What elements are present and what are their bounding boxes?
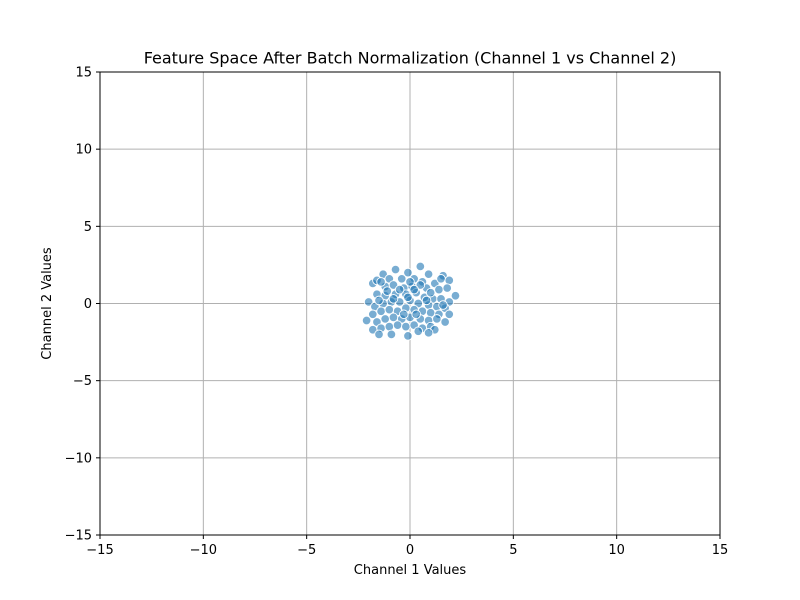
x-tick-label: −10 (190, 543, 217, 558)
x-tick-label: 10 (608, 543, 625, 558)
scatter-point (403, 331, 413, 341)
scatter-point (442, 283, 452, 293)
chart-title: Feature Space After Batch Normalization … (144, 49, 677, 68)
scatter-point (425, 287, 436, 298)
x-axis-label: Channel 1 Values (354, 563, 467, 578)
x-tick-label: −5 (297, 543, 316, 558)
scatter-point (384, 321, 395, 332)
y-tick-label: −10 (65, 451, 92, 466)
scatter-point (423, 269, 434, 279)
y-tick-label: −15 (65, 529, 92, 544)
scatter-point (376, 306, 386, 316)
x-tick-label: 15 (712, 543, 729, 558)
scatter-point (438, 300, 448, 310)
scatter-point (444, 275, 455, 286)
scatter-point (361, 315, 372, 326)
x-tick-label: −15 (86, 543, 113, 558)
y-axis-label: Channel 2 Values (40, 247, 55, 360)
scatter-point (399, 309, 409, 320)
y-tick-label: 5 (84, 220, 92, 235)
scatter-point (380, 314, 390, 324)
scatter-point (374, 329, 384, 340)
scatter-point (403, 267, 413, 278)
scatter-point (388, 294, 399, 304)
scatter-point (368, 309, 378, 320)
scatter-point (423, 328, 434, 338)
scatter-point (388, 312, 399, 323)
scatter-point (413, 326, 424, 337)
y-axis-ticks: −15 −10 −5 0 5 10 15 (65, 66, 100, 544)
scatter-point (374, 295, 384, 306)
x-tick-label: 0 (406, 543, 414, 558)
x-axis-ticks: −15 −10 −5 0 5 10 15 (86, 535, 728, 558)
scatter-point (405, 277, 415, 287)
scatter-point (401, 321, 411, 332)
y-tick-label: 0 (84, 297, 92, 312)
y-tick-label: −5 (73, 374, 92, 389)
scatter-point (436, 274, 446, 284)
scatter-point (440, 317, 450, 327)
scatter-point (396, 274, 407, 284)
scatter-point (415, 261, 426, 272)
scatter-point (421, 295, 432, 306)
scatter-point (392, 320, 403, 330)
scatter-point (409, 284, 419, 295)
y-tick-label: 15 (75, 66, 92, 81)
scatter-point (386, 329, 397, 340)
y-tick-label: 10 (75, 143, 92, 158)
scatter-point (376, 277, 386, 287)
scatter-point (384, 304, 395, 315)
scatter-point (382, 286, 393, 296)
scatter-point (411, 309, 421, 320)
scatter-point (390, 264, 401, 275)
scatter-point (434, 284, 444, 295)
scatter-point (432, 314, 442, 324)
scatter-point (394, 284, 405, 295)
data-points (361, 261, 461, 341)
scatter-point (450, 291, 461, 301)
scatter-point (403, 292, 413, 303)
x-tick-label: 5 (509, 543, 517, 558)
scatter-point (444, 309, 455, 320)
